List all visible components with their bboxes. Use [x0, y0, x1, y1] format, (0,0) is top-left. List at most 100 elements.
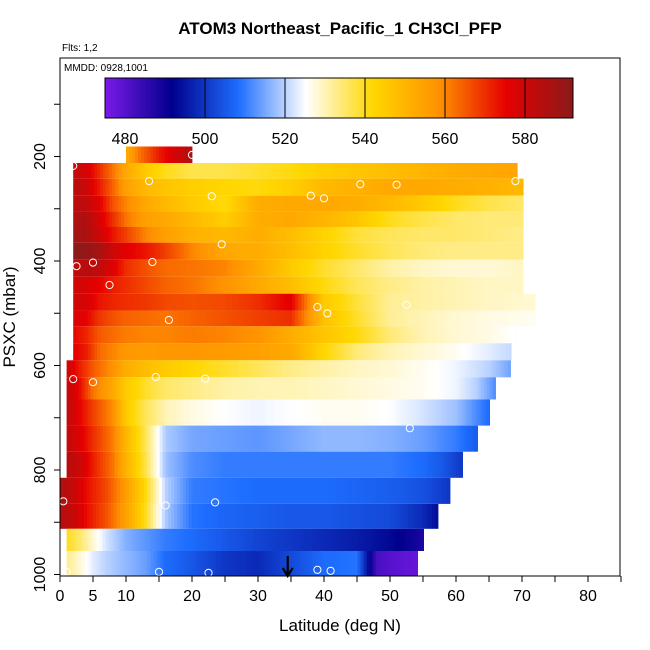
heatmap-cell — [436, 178, 440, 196]
heatmap-cell — [468, 377, 472, 400]
heatmap-cell — [276, 504, 280, 529]
heatmap-cell — [399, 425, 403, 452]
heatmap-cell — [397, 242, 401, 260]
heatmap-cell — [487, 227, 491, 243]
heatmap-cell — [78, 551, 82, 576]
heatmap-cell — [222, 504, 226, 529]
heatmap-cell — [448, 178, 452, 196]
heatmap-cell — [295, 178, 299, 196]
heatmap-cell — [354, 425, 358, 452]
heatmap-cell — [244, 343, 248, 361]
heatmap-cell — [478, 163, 482, 179]
heatmap-cell — [435, 399, 439, 426]
heatmap-cell — [231, 477, 235, 504]
heatmap-cell — [129, 425, 133, 452]
heatmap-cell — [382, 276, 386, 294]
heatmap-cell — [117, 528, 121, 551]
heatmap-cell — [496, 343, 500, 361]
heatmap-cell — [153, 360, 157, 378]
heatmap-cell — [264, 504, 268, 529]
colorbar-swatch — [511, 78, 514, 118]
heatmap-cell — [319, 163, 323, 179]
heatmap-cell — [165, 551, 169, 576]
heatmap-cell — [448, 343, 452, 361]
colorbar-swatch — [121, 78, 124, 118]
heatmap-cell — [274, 259, 278, 277]
heatmap-cell — [94, 276, 98, 294]
colorbar-swatch — [515, 78, 518, 118]
heatmap-cell — [169, 227, 173, 243]
heatmap-cell — [112, 163, 116, 179]
heatmap-cell — [409, 211, 413, 228]
heatmap-cell — [88, 163, 92, 179]
heatmap-cell — [462, 425, 466, 452]
heatmap-cell — [304, 211, 308, 228]
heatmap-cell — [199, 293, 203, 311]
heatmap-cell — [271, 293, 275, 311]
heatmap-cell — [123, 399, 127, 426]
heatmap-cell — [405, 451, 409, 478]
heatmap-cell — [243, 425, 247, 452]
heatmap-cell — [127, 178, 131, 196]
heatmap-cell — [490, 259, 494, 277]
heatmap-cell — [222, 360, 226, 378]
heatmap-cell — [109, 163, 113, 179]
heatmap-cell — [220, 195, 224, 212]
heatmap-cell — [126, 528, 130, 551]
colorbar-swatch — [213, 78, 216, 118]
x-tick-label: 0 — [56, 588, 65, 605]
colorbar-swatch — [173, 78, 176, 118]
heatmap-cell — [357, 425, 361, 452]
heatmap-cell — [478, 242, 482, 260]
heatmap-cell — [193, 211, 197, 228]
heatmap-cell — [306, 451, 310, 478]
heatmap-cell — [282, 477, 286, 504]
heatmap-cell — [151, 227, 155, 243]
heatmap-cell — [189, 399, 193, 426]
heatmap-cell — [135, 504, 139, 529]
heatmap-cell — [384, 360, 388, 378]
heatmap-cell — [232, 227, 236, 243]
heatmap-cell — [354, 399, 358, 426]
heatmap-cell — [183, 399, 187, 426]
heatmap-cell — [157, 276, 161, 294]
heatmap-cell — [343, 343, 347, 361]
heatmap-cell — [415, 178, 419, 196]
heatmap-cell — [412, 276, 416, 294]
heatmap-cell — [316, 242, 320, 260]
heatmap-cell — [234, 377, 238, 400]
heatmap-cell — [229, 178, 233, 196]
heatmap-cell — [229, 211, 233, 228]
heatmap-cell — [171, 377, 175, 400]
heatmap-cell — [154, 211, 158, 228]
heatmap-cell — [229, 227, 233, 243]
heatmap-cell — [505, 242, 509, 260]
colorbar-swatch — [161, 78, 164, 118]
heatmap-cell — [103, 195, 107, 212]
colorbar-swatch — [399, 78, 402, 118]
heatmap-cell — [367, 242, 371, 260]
heatmap-cell — [228, 377, 232, 400]
heatmap-cell — [496, 259, 500, 277]
heatmap-cell — [144, 551, 148, 576]
heatmap-cell — [183, 377, 187, 400]
heatmap-cell — [370, 178, 374, 196]
heatmap-cell — [199, 310, 203, 327]
heatmap-cell — [265, 276, 269, 294]
heatmap-cell — [259, 242, 263, 260]
heatmap-cell — [223, 326, 227, 344]
heatmap-cell — [372, 377, 376, 400]
heatmap-cell — [145, 242, 149, 260]
heatmap-cell — [73, 343, 77, 361]
heatmap-cell — [357, 477, 361, 504]
heatmap-cell — [381, 451, 385, 478]
heatmap-cell — [154, 293, 158, 311]
colorbar-swatch — [113, 78, 116, 118]
heatmap-cell — [189, 451, 193, 478]
heatmap-cell — [267, 399, 271, 426]
heatmap-cell — [301, 178, 305, 196]
heatmap-cell — [213, 377, 217, 400]
heatmap-cell — [277, 326, 281, 344]
heatmap-cell — [160, 310, 164, 327]
heatmap-cell — [267, 504, 271, 529]
